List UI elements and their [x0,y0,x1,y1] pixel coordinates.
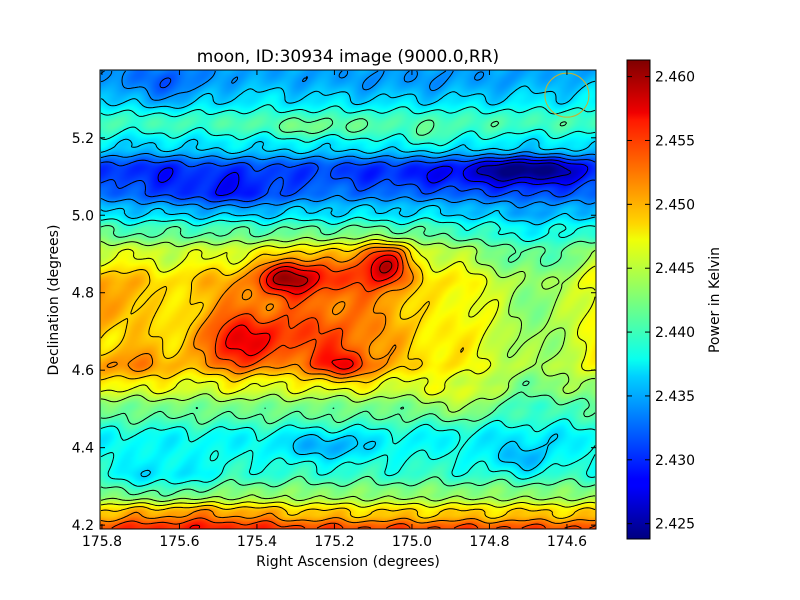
x-tick-label: 175.0 [392,534,432,550]
y-tick-label: 4.6 [72,363,94,379]
colorbar-tick-label: 2.440 [655,325,695,341]
contour-lines [100,70,596,529]
x-tick-label: 175.4 [237,534,277,550]
colorbar-tick-label: 2.425 [655,517,695,533]
y-tick-label: 4.4 [72,441,94,457]
x-tick-label: 175.8 [82,534,122,550]
contour-line [100,104,596,487]
contour-line [476,161,572,182]
colorbar-gradient [626,59,651,540]
colorbar-tick-label: 2.445 [655,261,695,277]
colorbar-tick-label: 2.460 [655,70,695,86]
x-tick-label: 175.2 [314,534,354,550]
contour-line [100,239,596,508]
contour-line [100,246,596,524]
x-axis-label: Right Ascension (degrees) [256,554,440,570]
chart-title: moon, ID:30934 image (9000.0,RR) [197,47,499,67]
colorbar-tick-label: 2.455 [655,133,695,149]
x-tick-label: 175.6 [159,534,199,550]
y-axis: 4.2 4.4 4.6 4.8 5.0 5.2 [72,131,596,534]
contour-line [100,77,596,203]
x-axis: 175.8 175.6 175.4 175.2 175.0 174.8 174.6 [82,70,587,550]
y-axis-label: Declination (degrees) [46,225,62,376]
y-tick-label: 4.8 [72,286,94,302]
y-tick-label: 5.0 [72,208,94,224]
contour-line [100,233,596,502]
contour-line [100,117,596,497]
x-tick-label: 174.8 [469,534,509,550]
contour-line [111,250,595,529]
x-tick-label: 174.6 [547,534,587,550]
colorbar: 2.425 2.430 2.435 2.440 2.445 2.450 2.455 2.460… [626,59,723,540]
contour-line [100,80,596,478]
colorbar-tick-label: 2.430 [655,453,695,469]
colorbar-ticks: 2.425 2.430 2.435 2.440 2.445 2.450 2.455 2.460 [627,70,695,533]
plot-panel: 175.8 175.6 175.4 175.2 175.0 174.8 174.6 4.24… [72,69,597,550]
colorbar-tick-label: 2.450 [655,197,695,213]
contour-line [100,243,596,519]
contour-line [272,260,393,287]
y-tick-label: 4.2 [72,518,94,534]
plot-frame [99,69,597,530]
colorbar-tick-label: 2.435 [655,389,695,405]
y-tick-label: 5.2 [72,131,94,147]
contour-line [157,158,589,196]
contour-line [189,254,399,529]
heatmap-image [100,70,596,529]
colorbar-label: Power in Kelvin [707,247,723,353]
